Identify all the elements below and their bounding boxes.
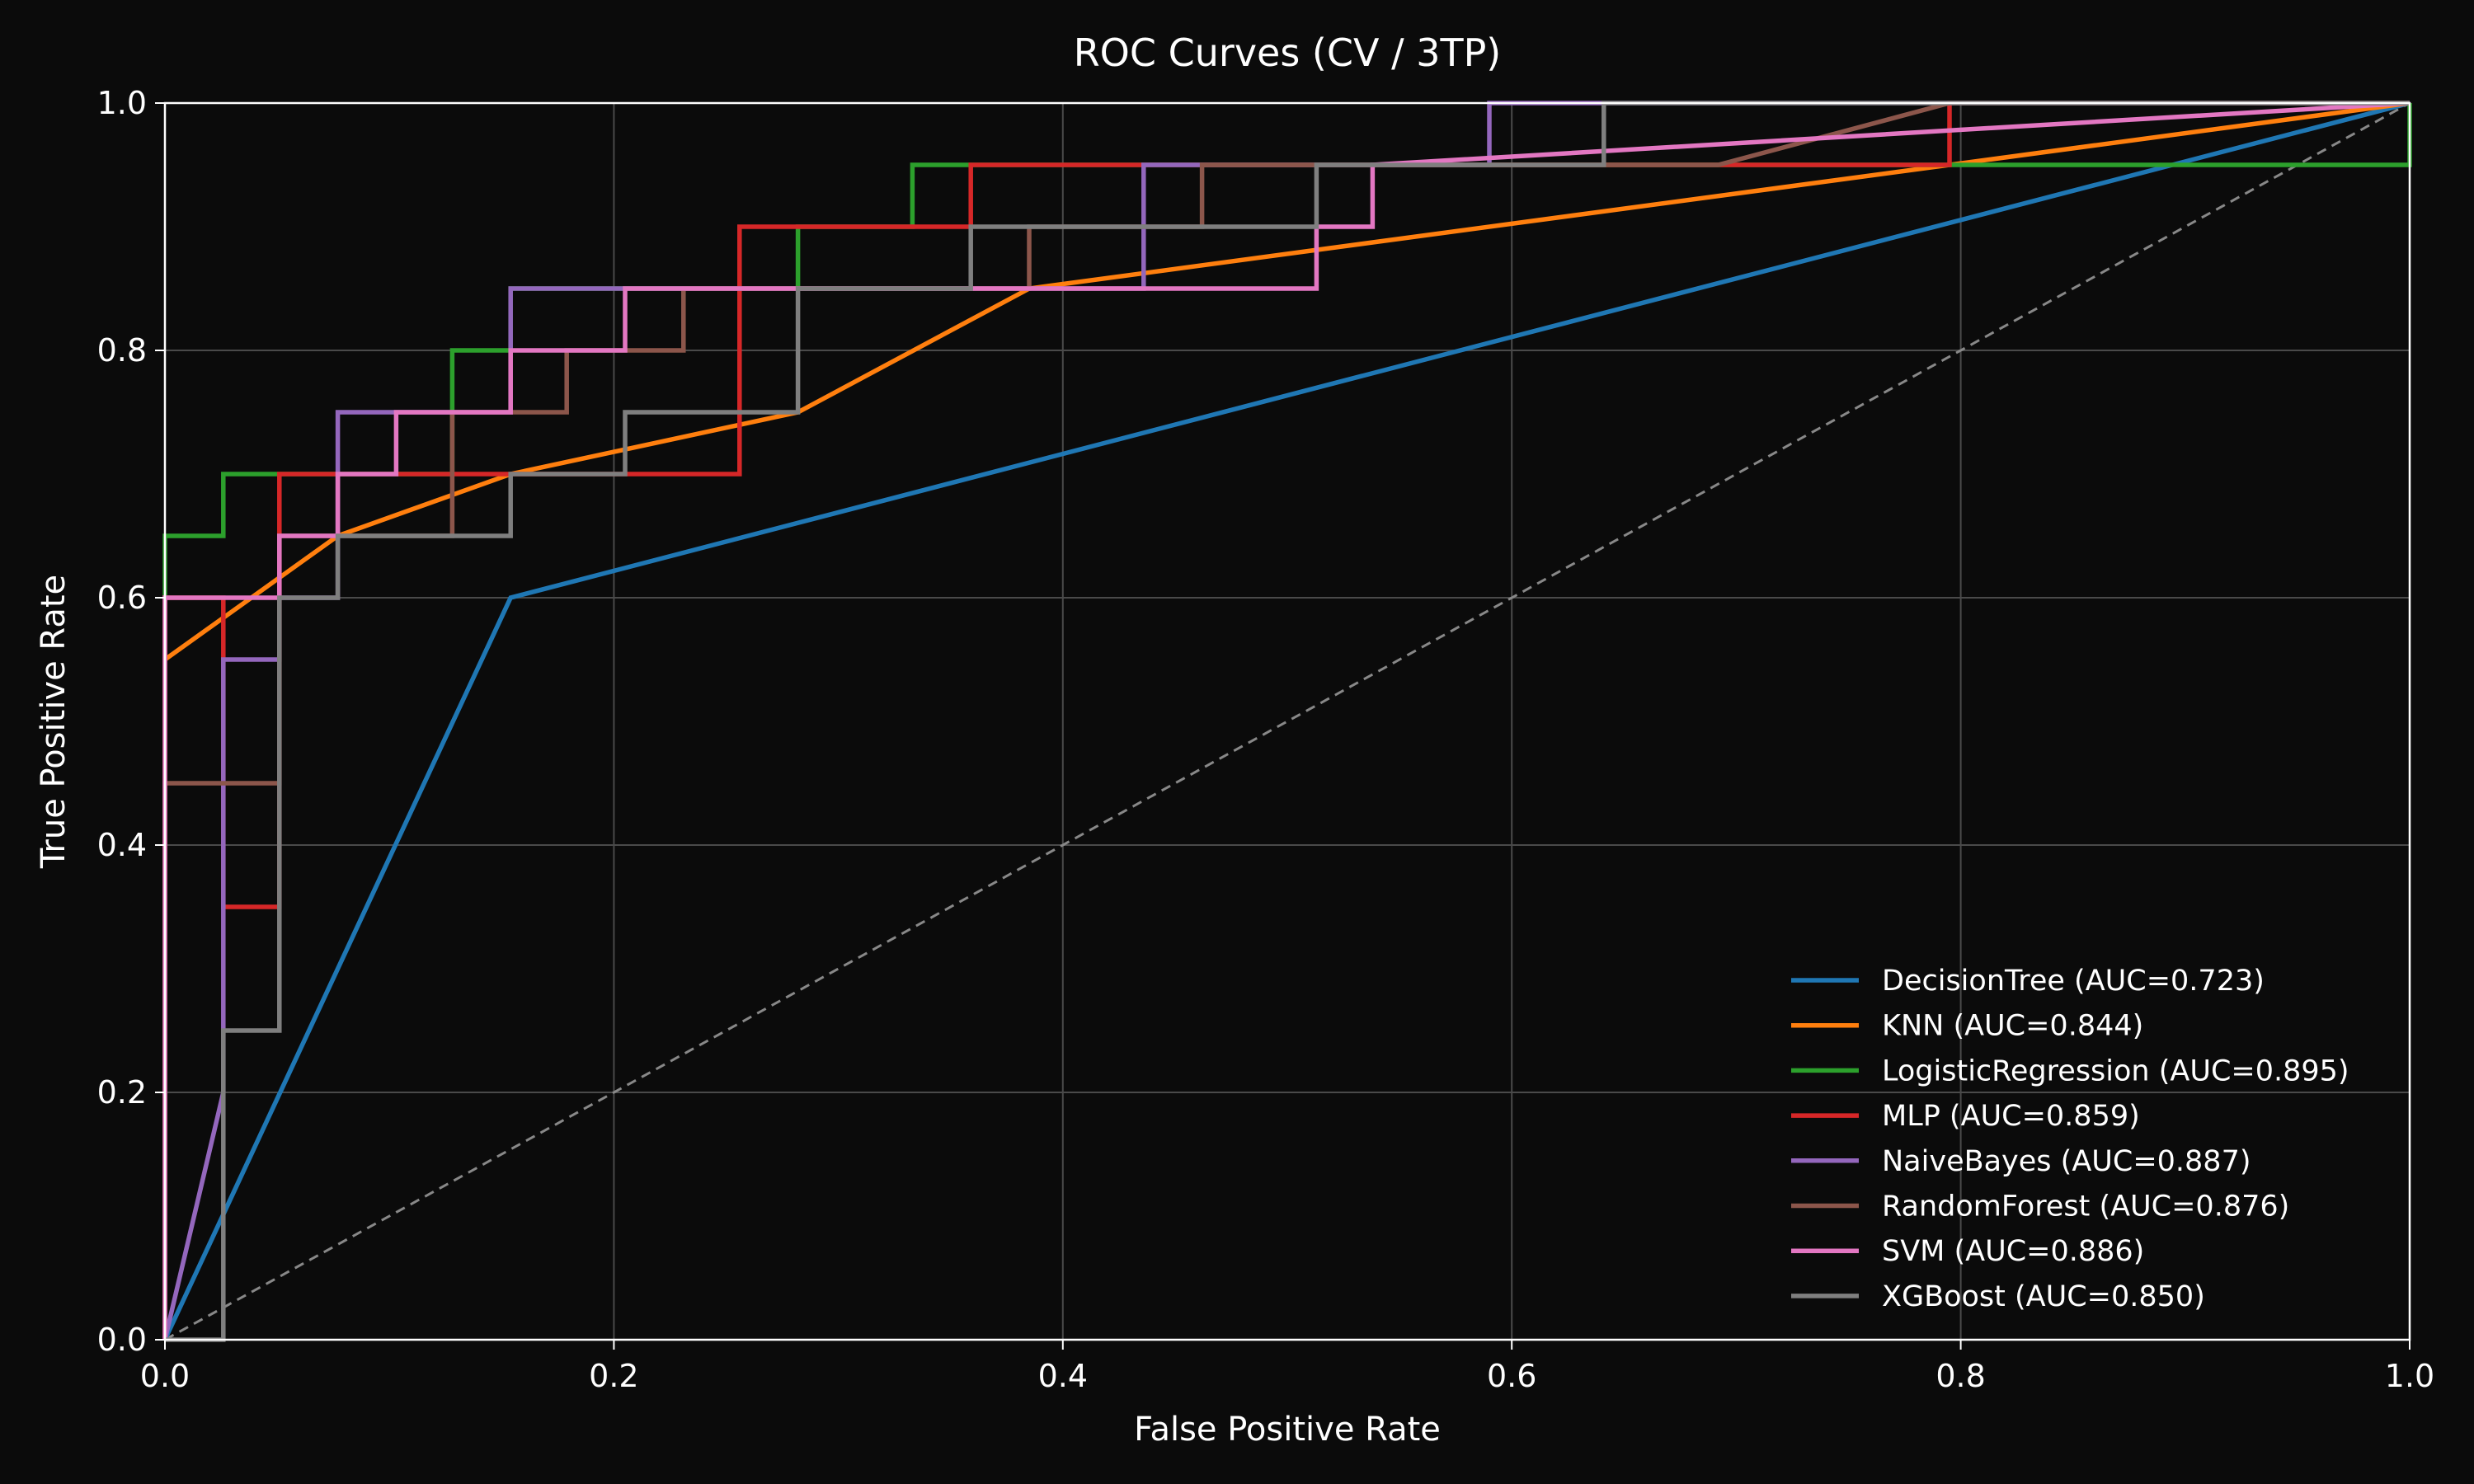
- chance-diagonal-line: [164, 101, 2411, 1341]
- y-tick-label: 0.6: [97, 580, 147, 616]
- legend-label: DecisionTree (AUC=0.723): [1882, 965, 2265, 998]
- legend-label: LogisticRegression (AUC=0.895): [1882, 1054, 2349, 1087]
- y-tick-label: 0.2: [97, 1074, 147, 1111]
- legend-label: MLP (AUC=0.859): [1882, 1100, 2140, 1133]
- x-tick-label: 0.4: [1038, 1358, 1088, 1394]
- series-lines: [162, 101, 2412, 1342]
- y-tick-label: 0.4: [97, 827, 147, 863]
- legend: DecisionTree (AUC=0.723) KNN (AUC=0.844) L…: [1791, 965, 2349, 1313]
- x-tick-label: 0.6: [1487, 1358, 1536, 1394]
- plot-frame: [163, 101, 2411, 1341]
- roc-curve-3: [162, 101, 2410, 1340]
- diagonal-reference: [164, 101, 2411, 1341]
- legend-label: KNN (AUC=0.844): [1882, 1010, 2143, 1043]
- x-tick-label: 0.2: [589, 1358, 638, 1394]
- legend-label: RandomForest (AUC=0.876): [1882, 1190, 2289, 1223]
- y-axis-label: True Positive Rate: [35, 575, 73, 869]
- roc-curve-6: [162, 101, 2411, 1340]
- x-axis-ticks: 0.0 0.2 0.4 0.6 0.8 1.0: [140, 1340, 2434, 1394]
- roc-curve-7: [165, 101, 2410, 1342]
- x-tick-label: 0.0: [140, 1358, 190, 1394]
- y-tick-label: 1.0: [97, 85, 147, 121]
- x-tick-label: 1.0: [2385, 1358, 2434, 1394]
- x-axis-label: False Positive Rate: [1134, 1411, 1441, 1449]
- roc-curve-0: [162, 101, 2411, 1341]
- legend-label: XGBoost (AUC=0.850): [1882, 1280, 2205, 1313]
- y-axis-ticks: 0.0 0.2 0.4 0.6 0.8 1.0: [97, 85, 165, 1358]
- x-tick-label: 0.8: [1935, 1358, 1985, 1394]
- legend-label: NaiveBayes (AUC=0.887): [1882, 1145, 2251, 1178]
- y-tick-label: 0.8: [97, 332, 147, 369]
- y-tick-label: 0.0: [97, 1322, 147, 1358]
- legend-label: SVM (AUC=0.886): [1882, 1235, 2144, 1268]
- chart-title: ROC Curves (CV / 3TP): [1074, 31, 1502, 75]
